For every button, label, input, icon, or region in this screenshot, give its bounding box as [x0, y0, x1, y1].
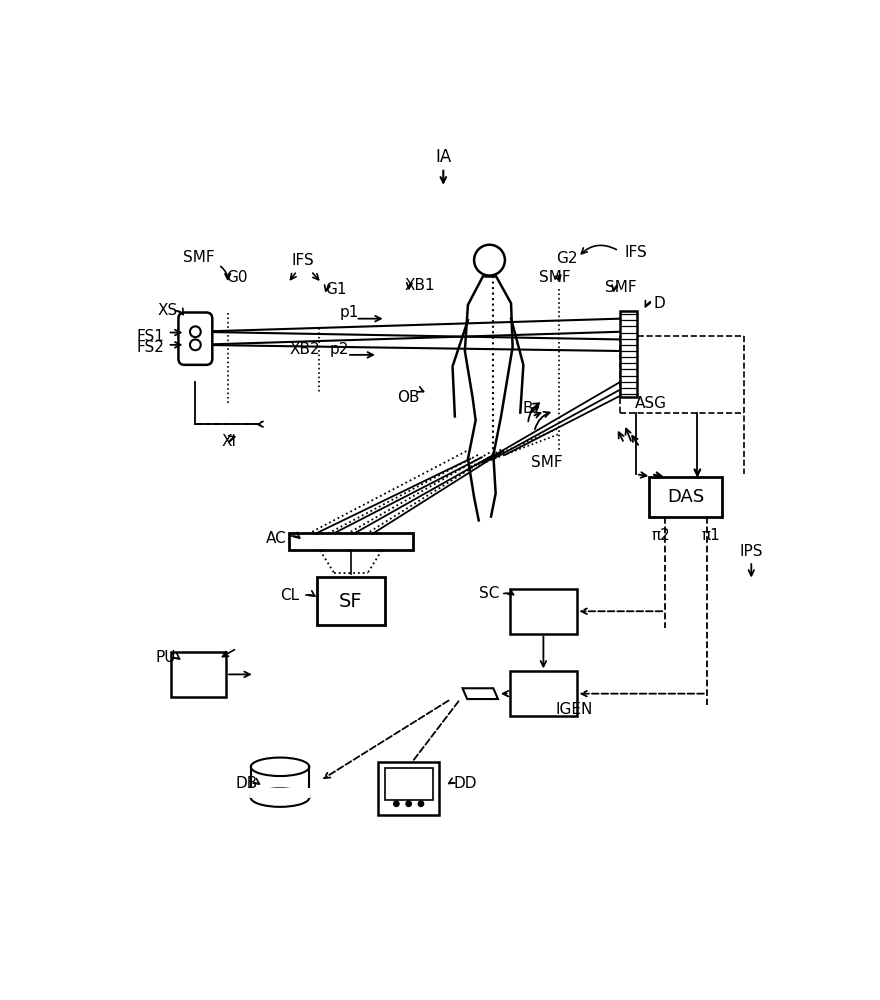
Text: XB1: XB1	[405, 278, 436, 293]
Text: PU: PU	[156, 650, 176, 665]
Text: DD: DD	[453, 776, 477, 791]
Text: SMF: SMF	[183, 250, 214, 265]
Text: IFS: IFS	[292, 253, 314, 268]
Text: G1: G1	[325, 282, 346, 297]
Text: B: B	[523, 401, 533, 416]
Text: XS: XS	[158, 303, 178, 318]
Text: FS2: FS2	[136, 340, 165, 355]
Text: DAS: DAS	[667, 488, 705, 506]
Text: SMF: SMF	[605, 280, 636, 295]
Bar	[378, 762, 439, 815]
Text: XI: XI	[222, 434, 237, 449]
Text: p1: p1	[340, 305, 359, 320]
Text: CL: CL	[280, 588, 299, 603]
Bar	[385, 768, 433, 800]
Bar	[620, 311, 637, 397]
Text: SMF: SMF	[532, 455, 563, 470]
Text: SMF: SMF	[539, 270, 571, 285]
Circle shape	[406, 801, 411, 806]
Text: XB2: XB2	[290, 342, 320, 357]
Circle shape	[393, 801, 399, 806]
Circle shape	[418, 801, 423, 806]
Text: π1: π1	[702, 528, 721, 543]
Text: D: D	[653, 296, 664, 311]
Bar	[510, 671, 577, 716]
Text: π2: π2	[652, 528, 671, 543]
Bar	[317, 577, 385, 625]
Text: SF: SF	[339, 592, 363, 611]
Text: IPS: IPS	[739, 544, 763, 559]
Bar	[649, 477, 722, 517]
Bar	[250, 788, 310, 798]
Bar	[510, 589, 577, 634]
Text: SC: SC	[480, 586, 500, 601]
Text: G2: G2	[556, 251, 577, 266]
Text: IGEN: IGEN	[555, 702, 593, 717]
Text: IFS: IFS	[625, 245, 647, 260]
Text: IA: IA	[436, 148, 451, 166]
Text: AC: AC	[266, 531, 287, 546]
Text: FS1: FS1	[136, 329, 165, 344]
Bar	[290, 533, 413, 550]
Text: G0: G0	[226, 270, 247, 285]
Text: ASG: ASG	[635, 396, 667, 411]
Text: p2: p2	[330, 342, 349, 357]
Text: DB: DB	[236, 776, 258, 791]
Text: OB: OB	[398, 390, 420, 405]
Bar	[171, 652, 226, 697]
FancyBboxPatch shape	[179, 312, 212, 365]
